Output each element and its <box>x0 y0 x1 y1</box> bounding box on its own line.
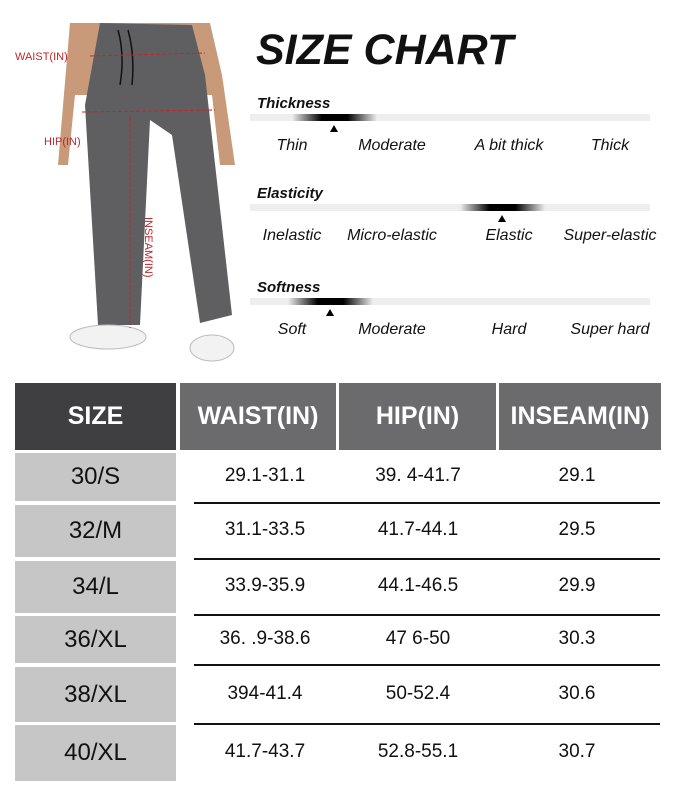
measurement-cell: 41.7-44.1 <box>377 519 459 540</box>
pants <box>85 23 232 325</box>
size-cell: 38/XL <box>15 667 176 722</box>
measurement-cell: 44.1-46.5 <box>377 575 459 596</box>
measurement-cell: 36. .9-38.6 <box>219 627 311 649</box>
measurement-cell: 394-41.4 <box>227 682 303 704</box>
scale-bar <box>250 114 650 121</box>
row-divider <box>194 502 660 504</box>
scale-option: Super-elastic <box>563 227 657 244</box>
scale-option: Inelastic <box>262 227 322 244</box>
measurement-cell: 30.7 <box>558 741 596 762</box>
header-inseamin: INSEAM(IN) <box>499 383 661 450</box>
scale-option: Soft <box>277 321 307 338</box>
size-cell: 32/M <box>15 505 176 557</box>
measurement-cell: 41.7-43.7 <box>224 741 306 762</box>
triangle-marker-icon <box>326 309 334 316</box>
waist-label: WAIST(IN) <box>15 51 68 63</box>
hip-measure-line <box>81 109 216 113</box>
header-hipin: HIP(IN) <box>339 383 496 450</box>
triangle-marker-icon <box>330 125 338 132</box>
size-cell: 34/L <box>15 561 176 613</box>
measurement-cell: 33.9-35.9 <box>224 575 306 596</box>
row-divider <box>194 723 660 725</box>
pants-model-figure: WAIST(IN) HIP(IN) INSEAM(IN) <box>15 23 235 362</box>
scale-bar <box>250 204 650 211</box>
shoe-left <box>69 324 147 350</box>
scale-bar <box>250 298 650 305</box>
measurement-cell: 50-52.4 <box>385 682 451 704</box>
inseam-label: INSEAM(IN) <box>142 217 154 278</box>
scale-option: Super hard <box>570 321 650 338</box>
triangle-marker-icon <box>498 215 506 222</box>
measurement-cell: 47 6-50 <box>385 627 451 649</box>
scale-option: Hard <box>491 321 527 338</box>
size-cell: 30/S <box>15 453 176 501</box>
shoe-right <box>189 334 235 362</box>
measurement-cell: 52.8-55.1 <box>377 741 459 762</box>
header-waistin: WAIST(IN) <box>180 383 336 450</box>
size-cell: 40/XL <box>15 725 176 781</box>
measurement-cell: 39. 4-41.7 <box>375 465 461 486</box>
measurement-cell: 30.6 <box>558 682 596 704</box>
page-title: SIZE CHART <box>256 26 514 74</box>
measurement-cell: 31.1-33.5 <box>224 519 306 540</box>
scale-label: Thickness <box>257 95 331 112</box>
header-size: SIZE <box>15 383 176 450</box>
scale-option: Thick <box>590 137 630 154</box>
scale-option: A bit thick <box>474 137 544 154</box>
measurement-cell: 29.1 <box>558 465 596 486</box>
scale-elasticity: Elasticity Inelastic Micro-elastic Elastic… <box>250 185 660 255</box>
scale-option: Moderate <box>358 321 426 338</box>
row-divider <box>194 664 660 666</box>
scale-option: Elastic <box>485 227 533 244</box>
scale-softness: Softness Soft Moderate Hard Super hard <box>250 279 660 349</box>
row-divider <box>194 558 660 560</box>
measurement-cell: 29.9 <box>558 575 596 596</box>
row-divider <box>194 614 660 616</box>
measurement-cell: 29.5 <box>558 519 596 540</box>
scale-thickness: Thickness Thin Moderate A bit thick Thick <box>250 95 660 165</box>
scale-level-highlight <box>292 114 377 121</box>
scale-level-highlight <box>288 298 373 305</box>
size-cell: 36/XL <box>15 616 176 663</box>
measurement-cell: 30.3 <box>558 627 596 649</box>
waist-measure-line <box>89 52 206 57</box>
hip-label: HIP(IN) <box>44 136 81 148</box>
measurement-cell: 29.1-31.1 <box>224 465 306 486</box>
scale-label: Elasticity <box>257 185 323 202</box>
scale-option: Micro-elastic <box>347 227 437 244</box>
scale-label: Softness <box>257 279 321 296</box>
scale-level-highlight <box>460 204 545 211</box>
scale-option: Thin <box>276 137 308 154</box>
drawstring <box>117 29 134 86</box>
scale-option: Moderate <box>358 137 426 154</box>
